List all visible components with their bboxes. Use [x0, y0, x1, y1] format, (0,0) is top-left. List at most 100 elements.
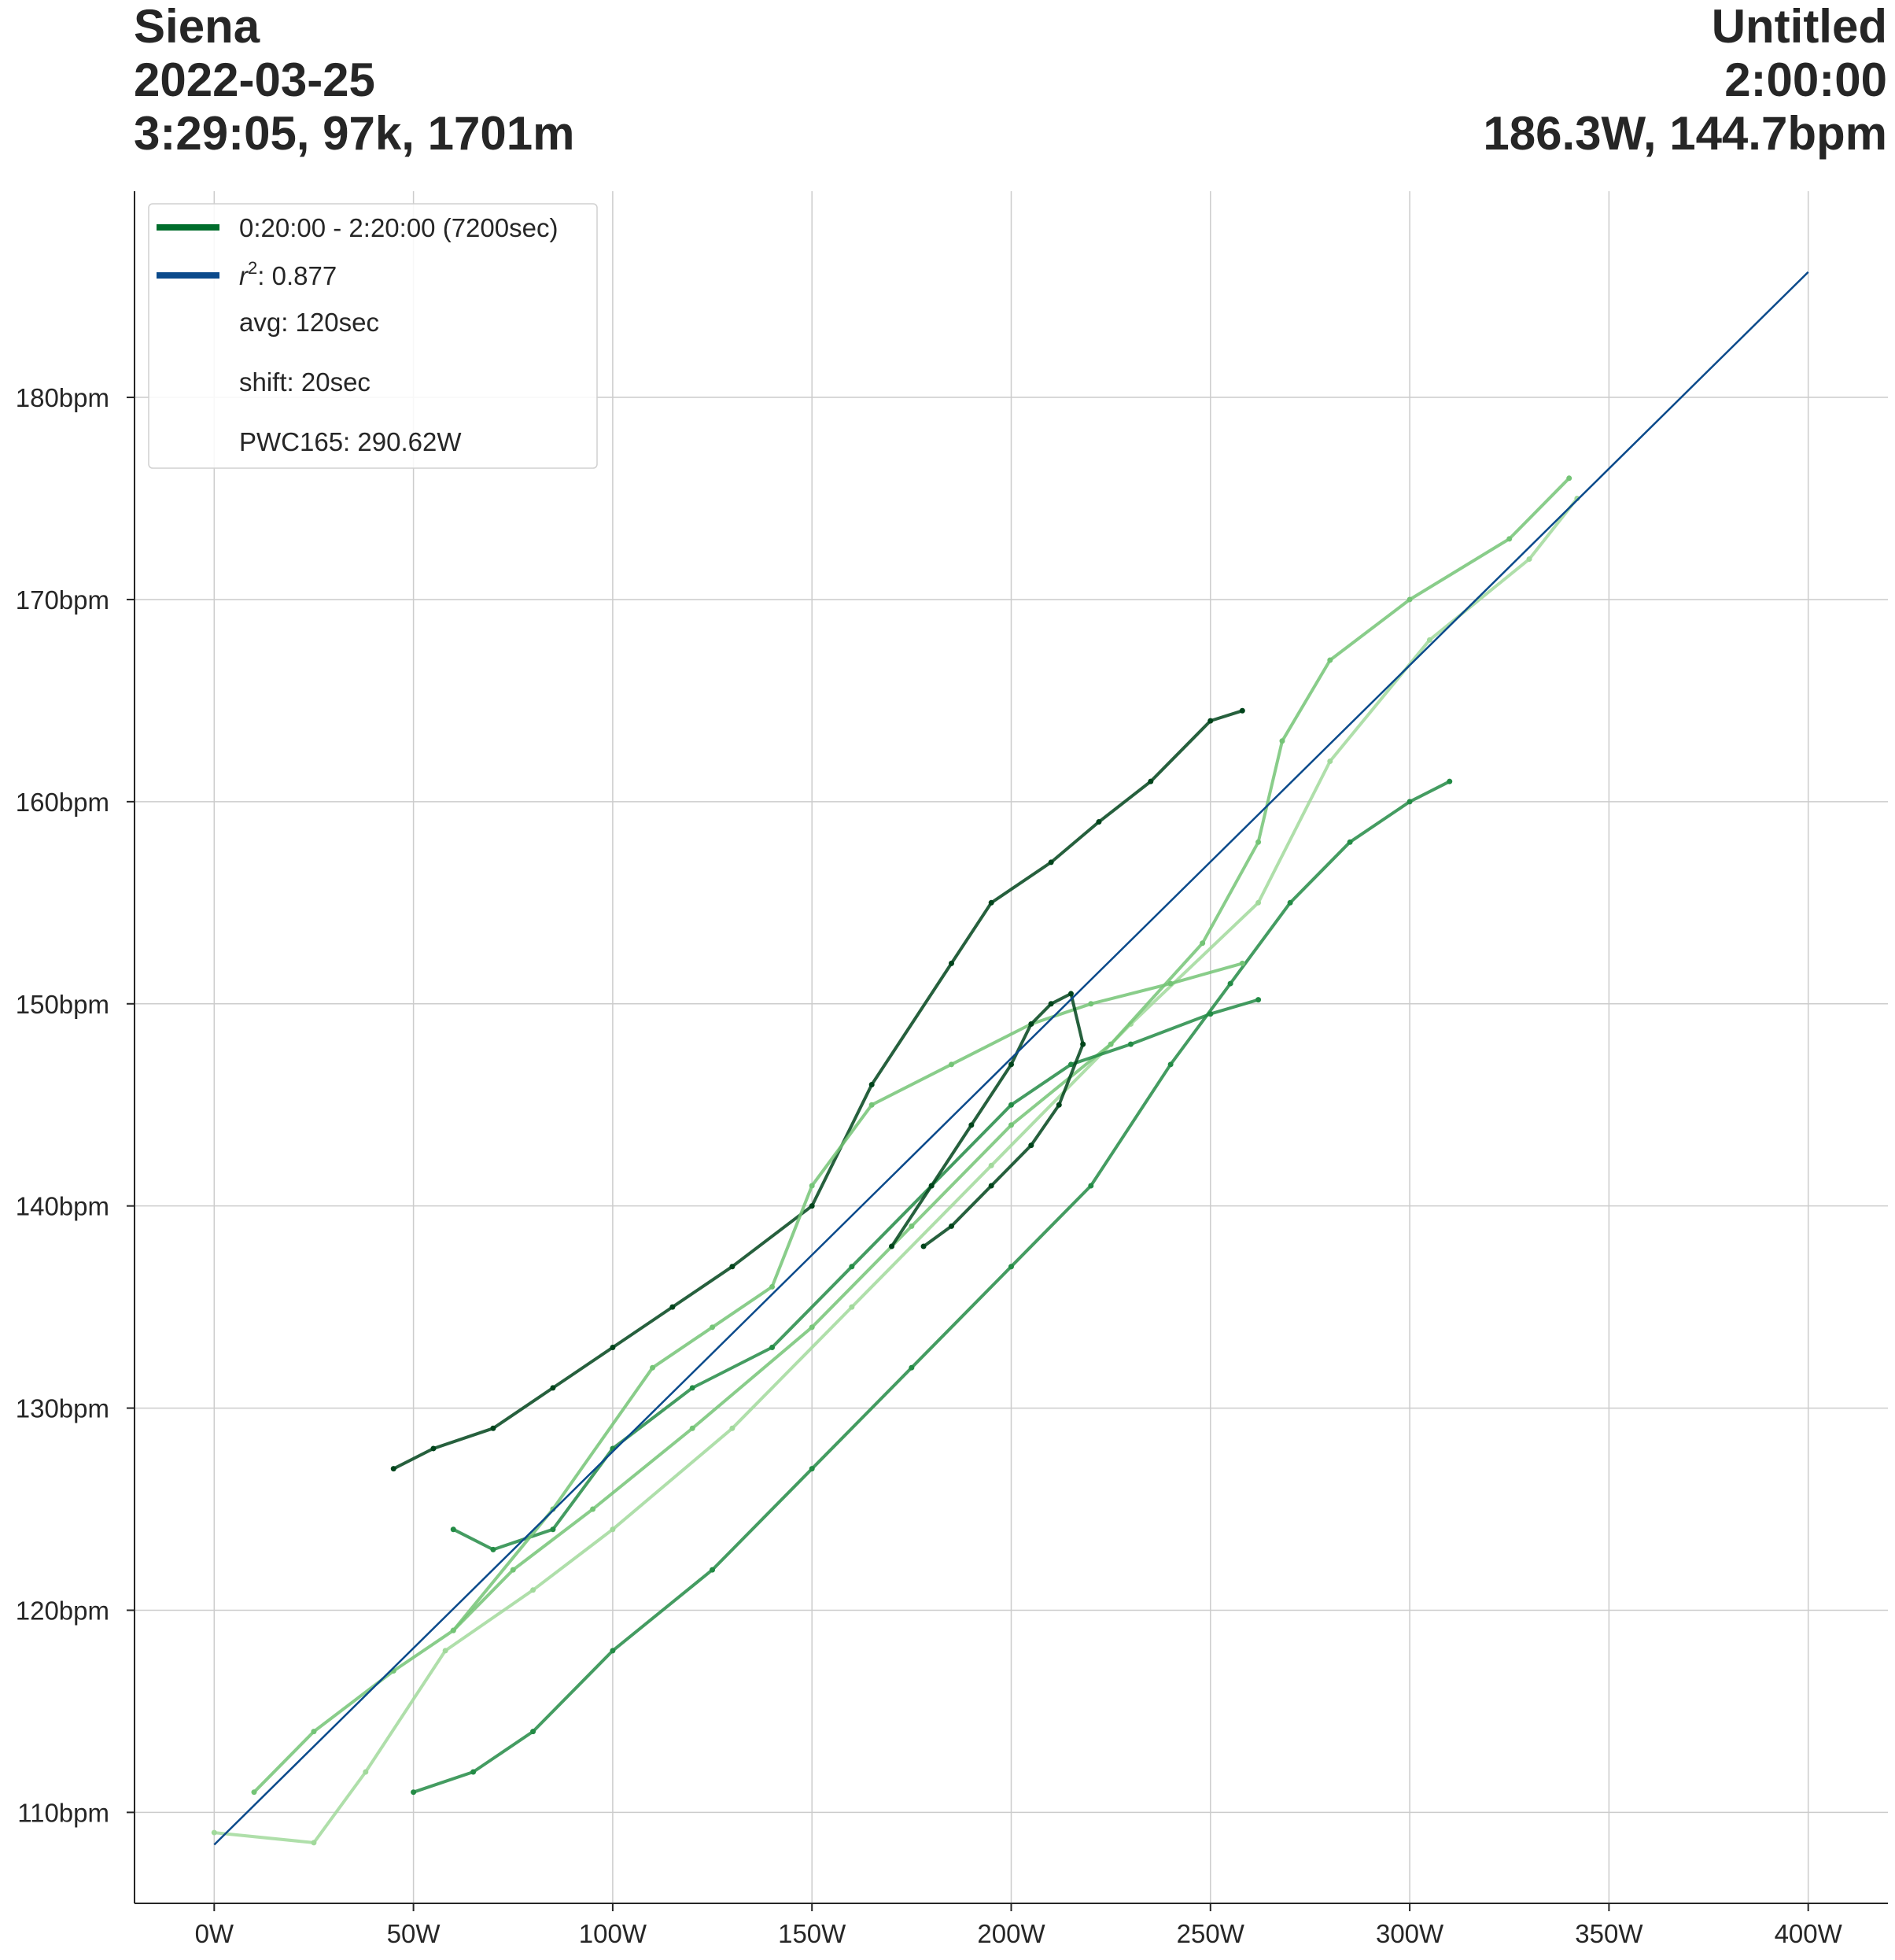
series-point: [1526, 556, 1532, 563]
series-point: [1255, 899, 1262, 906]
series-point: [442, 1648, 448, 1654]
series-point: [949, 1061, 955, 1068]
series-point: [1067, 1061, 1074, 1068]
header-duration: 2:00:00: [1724, 54, 1887, 106]
series-point: [1048, 1001, 1054, 1007]
series-point: [450, 1627, 456, 1633]
series-point: [1008, 1102, 1014, 1108]
series-point: [769, 1345, 776, 1351]
series-point: [1200, 940, 1206, 947]
series-point: [211, 1829, 217, 1836]
series-point: [490, 1425, 496, 1431]
series-5: [450, 960, 1245, 1633]
series-point: [490, 1546, 496, 1552]
series-point: [1279, 738, 1285, 744]
x-tick-label: 300W: [1376, 1919, 1444, 1948]
series-point: [1426, 637, 1432, 643]
series-point: [550, 1385, 556, 1391]
legend-range-label: 0:20:00 - 2:20:00 (7200sec): [239, 213, 558, 242]
series-point: [1127, 1041, 1134, 1047]
y-tick-label: 130bpm: [16, 1394, 109, 1423]
legend-r2-label: r2: 0.877: [239, 258, 337, 290]
series-point: [809, 1183, 815, 1189]
series-point: [1108, 1041, 1114, 1047]
series-point: [1506, 536, 1513, 542]
series-point: [1067, 991, 1074, 997]
legend-r2-symbol: r: [239, 261, 249, 290]
series-line: [212, 496, 1579, 1844]
series-point: [1566, 475, 1572, 482]
series-6: [889, 991, 1086, 1249]
x-tick-label: 50W: [387, 1919, 441, 1948]
header-title: Untitled: [1711, 0, 1887, 53]
x-tick-label: 150W: [778, 1919, 846, 1948]
series-point: [1407, 596, 1413, 603]
series-point: [610, 1648, 616, 1654]
series-point: [849, 1304, 855, 1310]
series-point: [669, 1304, 676, 1310]
series-point: [1239, 707, 1245, 714]
header-right: Untitled 2:00:00 186.3W, 144.7bpm: [1483, 0, 1887, 161]
series-point: [949, 1223, 955, 1229]
series-point: [868, 1082, 875, 1088]
data-series: [211, 475, 1580, 1846]
series-point: [1327, 758, 1333, 764]
series-point: [510, 1567, 516, 1573]
series-point: [1048, 859, 1054, 866]
series-point: [590, 1506, 596, 1512]
series-point: [868, 1102, 875, 1108]
series-point: [1447, 778, 1453, 784]
series-point: [390, 1466, 396, 1472]
series-point: [610, 1526, 616, 1533]
series-point: [1347, 839, 1353, 845]
header-left: Siena 2022-03-25 3:29:05, 97k, 1701m: [134, 0, 574, 161]
series-line: [890, 991, 1085, 1249]
series-point: [470, 1769, 477, 1775]
series-point: [1227, 980, 1233, 987]
legend-pwc-label: PWC165: 290.62W: [239, 427, 462, 456]
series-point: [729, 1425, 736, 1431]
series-point: [1008, 1264, 1014, 1270]
series-point: [988, 1162, 994, 1168]
grid-lines: [135, 191, 1888, 1903]
series-point: [311, 1729, 317, 1735]
series-point: [411, 1789, 417, 1796]
x-tick-label: 100W: [579, 1919, 647, 1948]
series-point: [1207, 718, 1214, 724]
series-point: [1088, 1001, 1094, 1007]
series-point: [1327, 657, 1333, 663]
x-tick-label: 350W: [1575, 1919, 1643, 1948]
y-tick-label: 140bpm: [16, 1192, 109, 1221]
series-point: [1255, 997, 1262, 1003]
series-point: [988, 1183, 994, 1189]
series-point: [1287, 899, 1293, 906]
header-averages: 186.3W, 144.7bpm: [1483, 107, 1887, 160]
series-point: [550, 1526, 556, 1533]
series-point: [1167, 1061, 1174, 1068]
series-point: [968, 1122, 975, 1128]
series-point: [849, 1264, 855, 1270]
x-tick-label: 400W: [1775, 1919, 1843, 1948]
series-0: [211, 495, 1580, 1846]
series-point: [988, 899, 994, 906]
series-point: [1255, 839, 1262, 845]
series-line: [411, 780, 1451, 1794]
series-point: [430, 1445, 437, 1452]
series-point: [1080, 1041, 1086, 1047]
series-point: [530, 1729, 536, 1735]
y-tick-label: 170bpm: [16, 585, 109, 615]
series-point: [1148, 778, 1154, 784]
x-tick-label: 200W: [977, 1919, 1045, 1948]
series-point: [530, 1587, 536, 1593]
series-point: [710, 1567, 716, 1573]
series-point: [928, 1183, 935, 1189]
series-point: [689, 1425, 695, 1431]
series-point: [311, 1840, 317, 1846]
series-point: [1008, 1122, 1014, 1128]
legend-avg-label: avg: 120sec: [239, 308, 379, 337]
series-point: [920, 1243, 927, 1249]
series-line: [253, 476, 1571, 1794]
series-point: [1088, 1183, 1094, 1189]
y-tick-label: 150bpm: [16, 990, 109, 1019]
